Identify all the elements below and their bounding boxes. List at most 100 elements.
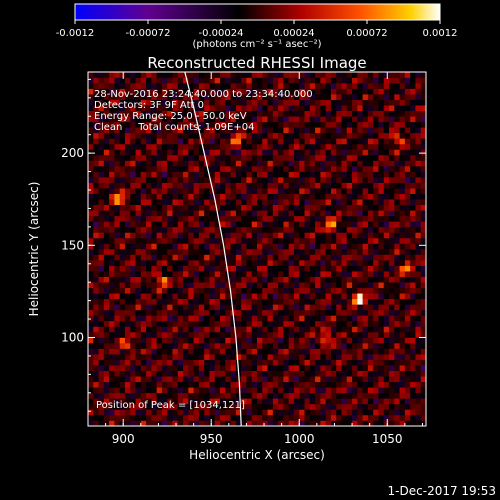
- heatmap-cell: [320, 249, 326, 255]
- heatmap-cell: [214, 72, 221, 78]
- heatmap-cell: [309, 127, 316, 134]
- heatmap-cell: [188, 138, 194, 145]
- heatmap-cell: [130, 271, 136, 277]
- heatmap-cell: [225, 127, 231, 134]
- heatmap-cell: [394, 132, 400, 139]
- heatmap-cell: [352, 293, 358, 300]
- heatmap-cell: [114, 138, 120, 145]
- heatmap-cell: [346, 243, 353, 250]
- heatmap-cell: [309, 276, 316, 283]
- heatmap-cell: [135, 320, 142, 327]
- heatmap-cell: [220, 398, 226, 405]
- heatmap-cell: [383, 409, 390, 416]
- heatmap-cell: [272, 348, 279, 355]
- heatmap-cell: [267, 348, 274, 355]
- heatmap-cell: [383, 99, 390, 106]
- heatmap-cell: [341, 243, 348, 250]
- heatmap-cell: [93, 110, 99, 117]
- heatmap-cell: [183, 265, 189, 272]
- heatmap-cell: [373, 398, 379, 405]
- heatmap-cell: [140, 359, 147, 366]
- heatmap-cell: [357, 160, 363, 167]
- heatmap-cell: [177, 88, 184, 95]
- heatmap-cell: [373, 154, 379, 161]
- heatmap-cell: [320, 381, 326, 388]
- heatmap-cell: [278, 88, 284, 95]
- heatmap-cell: [198, 282, 205, 289]
- heatmap-cell: [394, 276, 400, 283]
- heatmap-cell: [177, 154, 184, 161]
- heatmap-cell: [288, 260, 295, 266]
- heatmap-cell: [272, 376, 279, 383]
- heatmap-cell: [410, 287, 416, 294]
- heatmap-cell: [124, 143, 131, 150]
- heatmap-cell: [304, 72, 311, 78]
- heatmap-cell: [309, 171, 316, 178]
- heatmap-cell: [93, 337, 99, 344]
- heatmap-cell: [346, 210, 353, 217]
- heatmap-cell: [362, 276, 369, 283]
- heatmap-cell: [93, 83, 99, 89]
- heatmap-cell: [336, 398, 342, 405]
- heatmap-cell: [88, 298, 94, 305]
- heatmap-cell: [183, 215, 189, 222]
- heatmap-cell: [109, 409, 115, 416]
- heatmap-cell: [341, 309, 348, 316]
- heatmap-cell: [415, 249, 422, 255]
- heatmap-cell: [346, 370, 353, 377]
- heatmap-cell: [98, 77, 105, 84]
- heatmap-cell: [257, 226, 263, 233]
- heatmap-cell: [204, 398, 210, 405]
- heatmap-cell: [415, 204, 422, 211]
- heatmap-cell: [352, 420, 358, 426]
- heatmap-cell: [330, 226, 337, 233]
- heatmap-cell: [225, 143, 231, 150]
- heatmap-cell: [346, 348, 353, 355]
- heatmap-cell: [93, 354, 99, 360]
- heatmap-cell: [278, 132, 284, 139]
- heatmap-cell: [241, 376, 247, 383]
- heatmap-cell: [235, 166, 242, 172]
- heatmap-cell: [103, 343, 110, 349]
- heatmap-cell: [98, 199, 105, 206]
- heatmap-cell: [124, 398, 131, 405]
- heatmap-cell: [183, 376, 189, 383]
- heatmap-cell: [230, 381, 237, 388]
- heatmap-cell: [325, 398, 332, 405]
- heatmap-cell: [367, 149, 374, 156]
- heatmap-cell: [193, 243, 200, 250]
- heatmap-cell: [352, 232, 358, 239]
- heatmap-cell: [415, 370, 422, 377]
- heatmap-cell: [341, 121, 348, 128]
- heatmap-cell: [283, 77, 289, 84]
- heatmap-cell: [93, 376, 99, 383]
- heatmap-cell: [93, 409, 99, 416]
- heatmap-cell: [404, 132, 411, 139]
- heatmap-cell: [251, 370, 258, 377]
- heatmap-cell: [373, 276, 379, 283]
- heatmap-cell: [420, 320, 426, 327]
- heatmap-cell: [93, 398, 99, 405]
- heatmap-cell: [135, 88, 142, 95]
- heatmap-cell: [357, 94, 363, 100]
- heatmap-cell: [267, 320, 274, 327]
- heatmap-cell: [167, 143, 173, 150]
- heatmap-cell: [415, 420, 422, 426]
- heatmap-cell: [246, 392, 253, 399]
- heatmap-cell: [346, 221, 353, 228]
- heatmap-cell: [346, 182, 353, 189]
- heatmap-cell: [93, 298, 99, 305]
- heatmap-cell: [103, 370, 110, 377]
- heatmap-cell: [346, 138, 353, 145]
- heatmap-cell: [293, 265, 300, 272]
- heatmap-cell: [246, 204, 253, 211]
- heatmap-cell: [357, 232, 363, 239]
- heatmap-cell: [193, 309, 200, 316]
- heatmap-cell: [109, 304, 115, 311]
- heatmap-cell: [193, 99, 200, 106]
- heatmap-cell: [283, 276, 289, 283]
- heatmap-cell: [246, 337, 253, 344]
- heatmap-cell: [373, 138, 379, 145]
- heatmap-cell: [346, 177, 353, 183]
- heatmap-cell: [146, 77, 152, 84]
